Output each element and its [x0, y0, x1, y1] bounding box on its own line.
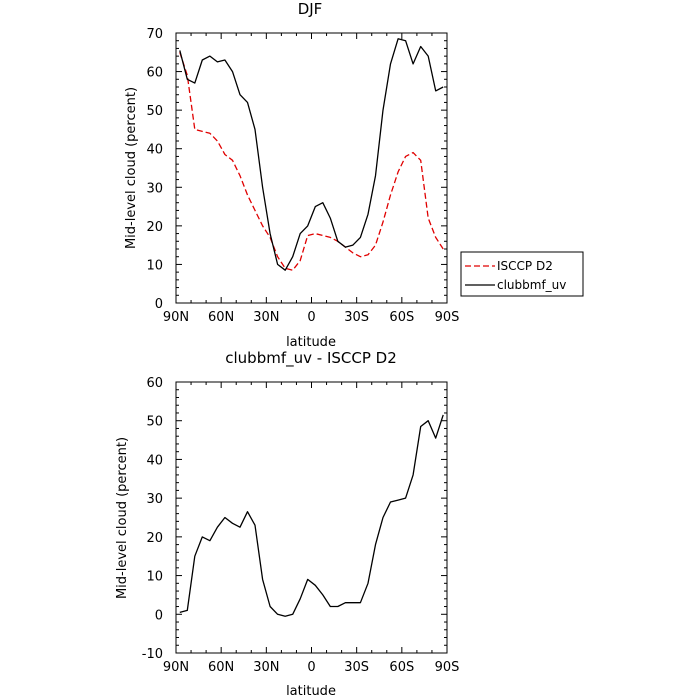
x-tick-label: 0 — [307, 660, 315, 675]
x-tick-label: 60S — [389, 660, 414, 675]
y-axis-label: Mid-level cloud (percent) — [124, 87, 139, 249]
plot-frame — [175, 32, 448, 304]
axis-ticks: 90N 60N 30N 0 30S 60S 90S -10 0 10 20 30 40 50 60 — [142, 376, 460, 675]
y-tick-label: 30 — [146, 492, 163, 507]
y-tick-label: 40 — [146, 143, 163, 158]
x-tick-label: 90S — [435, 310, 460, 325]
y-tick-label: 30 — [146, 181, 163, 196]
y-tick-label: 60 — [146, 376, 163, 391]
legend-box — [460, 251, 584, 297]
y-tick-label: 0 — [155, 297, 163, 312]
x-tick-label: 90S — [435, 660, 460, 675]
legend: ISCCP D2 clubbmf_uv — [460, 251, 584, 297]
series-line-0 — [179, 52, 444, 271]
legend-label-isccp: ISCCP D2 — [497, 259, 553, 273]
plot-frame — [175, 381, 448, 654]
x-tick-label: 60N — [208, 660, 234, 675]
x-tick-label: 30N — [253, 310, 279, 325]
y-tick-label: 10 — [146, 570, 163, 585]
y-tick-label: 0 — [155, 608, 163, 623]
x-tick-label: 30S — [344, 660, 369, 675]
x-axis-label: latitude — [286, 684, 336, 699]
series-line-0 — [179, 414, 444, 617]
y-tick-label: 40 — [146, 453, 163, 468]
x-tick-label: 60S — [389, 310, 414, 325]
x-tick-label: 0 — [307, 310, 315, 325]
y-tick-label: 50 — [146, 415, 163, 430]
x-tick-label: 90N — [163, 310, 189, 325]
y-tick-label: 20 — [146, 531, 163, 546]
chart-panel-difference: clubbmf_uv - ISCCP D2 90N 60N 30N 0 30S 60S 90… — [115, 349, 459, 699]
series-group — [179, 414, 444, 617]
x-tick-label: 90N — [163, 660, 189, 675]
x-tick-label: 60N — [208, 310, 234, 325]
series-group — [179, 38, 444, 271]
series-line-1 — [179, 38, 444, 271]
y-tick-label: 10 — [146, 258, 163, 273]
y-tick-label: -10 — [142, 647, 163, 662]
x-axis-label: latitude — [286, 335, 336, 350]
axis-ticks: 90N 60N 30N 0 30S 60S 90S 0 10 20 30 40 50 60 70 — [146, 27, 459, 325]
legend-label-clubbmf: clubbmf_uv — [497, 278, 566, 292]
y-tick-label: 20 — [146, 220, 163, 235]
chart-title: DJF — [298, 0, 323, 18]
x-tick-label: 30S — [344, 310, 369, 325]
y-axis-label: Mid-level cloud (percent) — [115, 437, 130, 599]
chart-panel-djf: DJF 90N 60N 30N 0 30S 60S 90S 0 10 20 30 40 50 60 70 l… — [124, 0, 584, 350]
chart-title: clubbmf_uv - ISCCP D2 — [225, 349, 397, 368]
y-tick-label: 60 — [146, 66, 163, 81]
x-tick-label: 30N — [253, 660, 279, 675]
y-tick-label: 50 — [146, 104, 163, 119]
y-tick-label: 70 — [146, 27, 163, 42]
